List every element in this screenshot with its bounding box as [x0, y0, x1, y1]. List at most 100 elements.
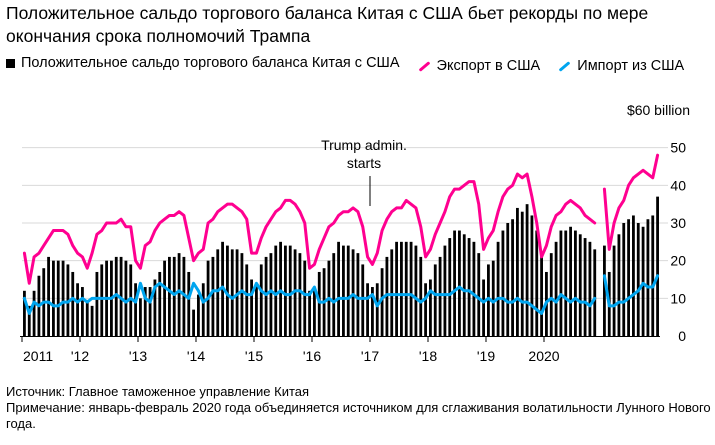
y-tick-label: 20 [670, 253, 686, 269]
surplus-bar [226, 245, 229, 336]
surplus-bar [143, 287, 147, 336]
surplus-bar [298, 253, 302, 336]
surplus-bar [516, 207, 519, 336]
surplus-bar [346, 245, 350, 336]
surplus-bar [95, 271, 99, 336]
surplus-bar [211, 256, 215, 336]
surplus-bar [250, 279, 253, 336]
surplus-bar [337, 241, 340, 336]
legend-swatch-exports [418, 60, 430, 72]
surplus-bar [284, 245, 287, 336]
legend-swatch-trade-surplus [6, 58, 15, 68]
surplus-bar [351, 249, 355, 336]
y-tick-label: 50 [670, 140, 686, 156]
x-tick-label: '14 [187, 348, 205, 364]
surplus-bar [259, 264, 263, 336]
surplus-bar [288, 245, 292, 336]
surplus-bar [361, 264, 365, 336]
surplus-bar [27, 305, 31, 336]
y-unit-label: $60 billion [627, 102, 690, 118]
surplus-bar [61, 260, 65, 336]
surplus-bar [632, 215, 635, 336]
surplus-bar [404, 241, 408, 336]
legend-label-exports: Экспорт в США [436, 58, 541, 74]
surplus-bar [424, 283, 427, 336]
surplus-bar [240, 253, 244, 336]
legend-item-trade-surplus: Положительное сальдо торгового баланса К… [6, 52, 400, 74]
surplus-bar [230, 249, 234, 336]
legend-item-imports: Импорт из США [558, 55, 684, 77]
surplus-bar [124, 260, 128, 336]
surplus-bar [433, 264, 437, 336]
surplus-bar [317, 271, 321, 336]
x-tick-label: '17 [361, 348, 379, 364]
surplus-bar [52, 260, 55, 336]
surplus-bar [603, 245, 606, 336]
surplus-bar [583, 238, 587, 336]
surplus-bar [506, 223, 510, 336]
surplus-bar [390, 249, 394, 336]
surplus-bar [332, 253, 336, 336]
surplus-bar [32, 290, 36, 336]
x-tick-label: '19 [477, 348, 495, 364]
footer: Источник: Главное таможенное управление … [6, 384, 711, 432]
surplus-bar [588, 241, 592, 336]
surplus-bar [153, 279, 157, 336]
y-tick-label: 30 [670, 215, 686, 231]
surplus-bar [76, 283, 79, 336]
surplus-bar [482, 279, 485, 336]
surplus-bar [414, 245, 418, 336]
surplus-bar [458, 230, 461, 336]
surplus-bar [564, 230, 568, 336]
surplus-bar [23, 290, 26, 336]
surplus-bar [85, 302, 89, 336]
surplus-bar [520, 211, 524, 336]
surplus-bar [438, 256, 442, 336]
surplus-bar [656, 196, 659, 336]
legend: Положительное сальдо торгового баланса К… [6, 52, 706, 77]
surplus-bar [443, 245, 447, 336]
x-tick-label: 2011 [23, 348, 53, 364]
surplus-bar [90, 305, 94, 336]
surplus-bar [612, 245, 616, 336]
surplus-bar [593, 249, 597, 336]
surplus-bar [269, 253, 273, 336]
surplus-bar [197, 294, 200, 336]
surplus-bar [496, 241, 500, 336]
surplus-bar [187, 271, 191, 336]
surplus-bar [636, 223, 640, 336]
annotation-line-1: Trump admin. [321, 137, 407, 153]
surplus-bar [308, 290, 311, 336]
surplus-bar [419, 256, 423, 336]
surplus-bar [578, 234, 582, 336]
axes: 0 10 20 30 40 50 $60 billion 2011 '12 '13 '14 '15 '1… [20, 102, 690, 364]
surplus-bar [201, 283, 205, 336]
surplus-bar [279, 241, 282, 336]
x-tick-label: 2020 [528, 348, 559, 364]
x-tick-label: '18 [419, 348, 437, 364]
surplus-bar [400, 241, 403, 336]
x-tick-label: '15 [245, 348, 263, 364]
surplus-bar [549, 253, 553, 336]
surplus-bar [216, 249, 220, 336]
annotation-group: Trump admin. starts [321, 137, 407, 206]
surplus-bar [540, 256, 543, 336]
exports-line [22, 172, 597, 285]
surplus-bar [574, 230, 577, 336]
surplus-bars [23, 196, 659, 336]
surplus-bar [467, 238, 471, 336]
surplus-bar [148, 287, 152, 336]
surplus-bar [163, 260, 166, 336]
surplus-bar [429, 279, 432, 336]
legend-label-imports: Импорт из США [577, 58, 685, 74]
x-tick-label: '16 [303, 348, 321, 364]
annotation-line-2: starts [347, 155, 381, 171]
surplus-bar [627, 219, 630, 336]
surplus-bar [56, 260, 60, 336]
y-tick-label: 10 [670, 290, 686, 306]
surplus-bar [448, 238, 452, 336]
y-tick-label: 0 [678, 328, 686, 344]
surplus-bar [453, 230, 456, 336]
chart-title: Положительное сальдо торгового баланса К… [6, 3, 649, 46]
x-tick-label: '12 [71, 348, 89, 364]
